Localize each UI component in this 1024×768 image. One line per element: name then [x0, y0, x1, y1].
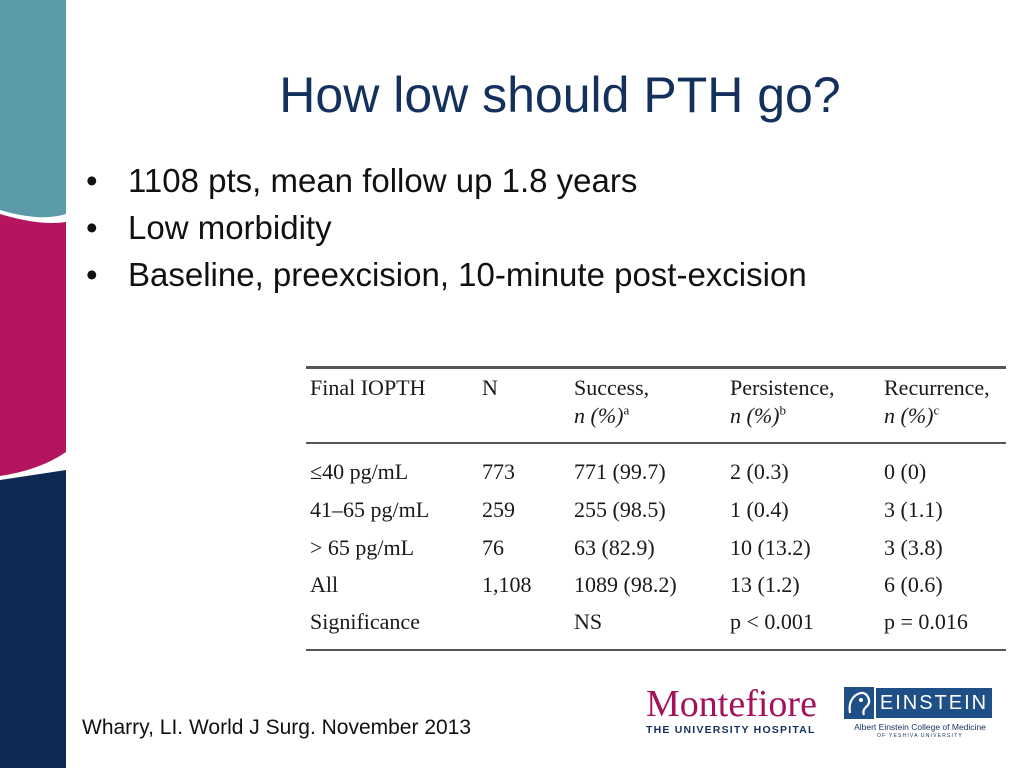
header-sublabel: n (%)b: [730, 402, 834, 430]
header-label: Recurrence,: [884, 375, 990, 400]
table-cell: 1,108: [482, 572, 532, 597]
table-top-rule: [306, 366, 1006, 369]
table-header-cell: N: [482, 374, 498, 402]
header-label: Success,: [574, 375, 650, 400]
table-header-cell: Final IOPTH: [310, 374, 426, 402]
bullet-item: • Low morbidity: [84, 204, 844, 251]
results-table: Final IOPTH N Success, n (%)a Persistenc…: [306, 364, 1006, 654]
table-cell: NS: [574, 609, 603, 634]
bullet-glyph: •: [86, 162, 98, 199]
table-header-cell: Recurrence, n (%)c: [884, 374, 990, 430]
bullet-glyph: •: [86, 256, 98, 293]
band-teal-segment: [0, 0, 66, 218]
einstein-subtitle-small: OF YESHIVA UNIVERSITY: [877, 733, 963, 739]
footnote-marker: c: [933, 402, 940, 418]
header-sublabel-text: n (%): [574, 403, 624, 428]
einstein-emblem-icon: [844, 687, 874, 719]
bullet-item: • 1108 pts, mean follow up 1.8 years: [84, 157, 844, 204]
bullet-item: • Baseline, preexcision, 10-minute post-…: [84, 251, 844, 298]
header-label: N: [482, 375, 498, 400]
montefiore-logo: Montefiore THE UNIVERSITY HOSPITAL: [646, 683, 826, 738]
table-cell: p < 0.001: [730, 609, 814, 634]
einstein-subtitle: Albert Einstein College of Medicine: [854, 722, 986, 732]
band-magenta-segment: [0, 214, 66, 476]
bullet-list: • 1108 pts, mean follow up 1.8 years • L…: [84, 157, 844, 298]
table-cell: 3 (1.1): [884, 497, 943, 522]
band-navy-segment: [0, 470, 66, 768]
table-cell: 255 (98.5): [574, 497, 666, 522]
bullet-text: 1108 pts, mean follow up 1.8 years: [128, 162, 638, 199]
table-cell: 0 (0): [884, 459, 927, 484]
header-sublabel-text: n (%): [730, 403, 780, 428]
einstein-wordmark: EINSTEIN: [876, 688, 992, 718]
table-cell: 1089 (98.2): [574, 572, 677, 597]
slide-title: How low should PTH go?: [279, 67, 841, 123]
table-cell: Significance: [310, 609, 420, 634]
decorative-side-band: [0, 0, 70, 768]
montefiore-subtitle: THE UNIVERSITY HOSPITAL: [646, 724, 816, 736]
table-cell: 76: [482, 535, 504, 560]
header-label: Persistence,: [730, 375, 835, 400]
montefiore-wordmark: Montefiore: [646, 683, 817, 725]
footnote-marker: b: [779, 402, 786, 418]
einstein-logo: EINSTEIN Albert Einstein College of Medi…: [844, 687, 996, 739]
table-header-cell: Persistence, n (%)b: [730, 374, 834, 430]
table-cell: All: [310, 572, 339, 597]
table-cell: 13 (1.2): [730, 572, 800, 597]
table-cell: 63 (82.9): [574, 535, 655, 560]
bullet-text: Baseline, preexcision, 10-minute post-ex…: [128, 256, 807, 293]
table-cell: 10 (13.2): [730, 535, 811, 560]
header-sublabel: n (%)a: [574, 402, 649, 430]
table-cell: p = 0.016: [884, 609, 968, 634]
header-sublabel-text: n (%): [884, 403, 934, 428]
header-sublabel: n (%)c: [884, 402, 990, 430]
table-header-cell: Success, n (%)a: [574, 374, 649, 430]
citation: Wharry, LI. World J Surg. November 2013: [82, 716, 472, 739]
table-cell: 1 (0.4): [730, 497, 789, 522]
table-cell: 2 (0.3): [730, 459, 789, 484]
table-cell: 3 (3.8): [884, 535, 943, 560]
table-cell: > 65 pg/mL: [310, 535, 415, 560]
table-cell: 259: [482, 497, 515, 522]
footnote-marker: a: [623, 402, 630, 418]
table-cell: 6 (0.6): [884, 572, 943, 597]
bullet-glyph: •: [86, 209, 98, 246]
bullet-text: Low morbidity: [128, 209, 332, 246]
table-cell: 41–65 pg/mL: [310, 497, 430, 522]
table-cell: 773: [482, 459, 515, 484]
table-cell: ≤40 pg/mL: [310, 459, 409, 484]
table-bottom-rule: [306, 649, 1006, 651]
table-header-rule: [306, 442, 1006, 444]
table-cell: 771 (99.7): [574, 459, 666, 484]
header-label: Final IOPTH: [310, 375, 426, 400]
